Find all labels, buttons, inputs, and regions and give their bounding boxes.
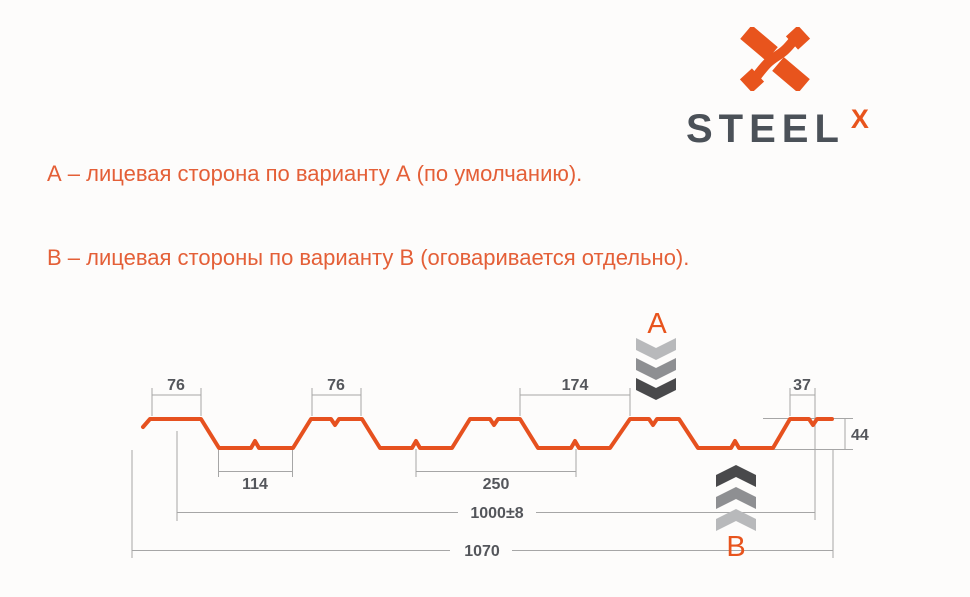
dim-label-height: 44	[851, 427, 869, 444]
logo-x-icon	[739, 27, 811, 91]
note-variant-b: В – лицевая стороны по варианту В (огова…	[47, 245, 690, 270]
dim-label-flat1: 76	[167, 377, 185, 394]
dimension-lines	[131, 388, 853, 558]
note-variant-a: А – лицевая сторона по варианту А (по ум…	[47, 161, 583, 186]
dim-label-pitch: 250	[483, 476, 510, 493]
dim-label-edge: 37	[793, 377, 811, 394]
dimension-pitch	[415, 449, 577, 477]
dimension-flat2	[311, 388, 362, 416]
dimension-working-width	[176, 431, 815, 521]
dimension-valley-top	[519, 388, 631, 416]
chevron-b-band-mid	[716, 487, 756, 509]
marker-a-label: А	[647, 308, 667, 340]
chevron-a-icon	[636, 338, 676, 400]
dim-label-flat2: 76	[327, 377, 345, 394]
chevron-a-band-light	[636, 338, 676, 360]
logo: STEEL X	[660, 0, 940, 152]
chevron-a-band-mid	[636, 358, 676, 380]
chevron-a-band-dark	[636, 378, 676, 400]
dimension-valley	[218, 450, 293, 477]
dimension-flat1	[151, 388, 202, 416]
x-icon-s-ribbon	[752, 36, 798, 81]
marker-b-label: В	[726, 531, 745, 563]
profile-sheet-line	[141, 417, 834, 450]
brand-name: STEEL	[686, 107, 845, 151]
dimension-overall-width	[131, 449, 834, 558]
dim-label-working-width: 1000±8	[470, 505, 523, 522]
dim-label-valley-top: 174	[562, 377, 589, 394]
brand-sup-x: X	[850, 104, 869, 134]
chevron-b-icon	[716, 465, 756, 531]
x-icon-arm-bottomright	[772, 57, 810, 91]
dimension-edge	[789, 388, 816, 520]
x-icon-arm-topleft	[740, 27, 778, 61]
chevron-b-band-light	[716, 509, 756, 531]
brand: STEEL X	[686, 104, 869, 152]
dim-label-overall-width: 1070	[464, 543, 500, 560]
chevron-b-band-dark	[716, 465, 756, 487]
dim-label-valley: 114	[242, 476, 268, 493]
